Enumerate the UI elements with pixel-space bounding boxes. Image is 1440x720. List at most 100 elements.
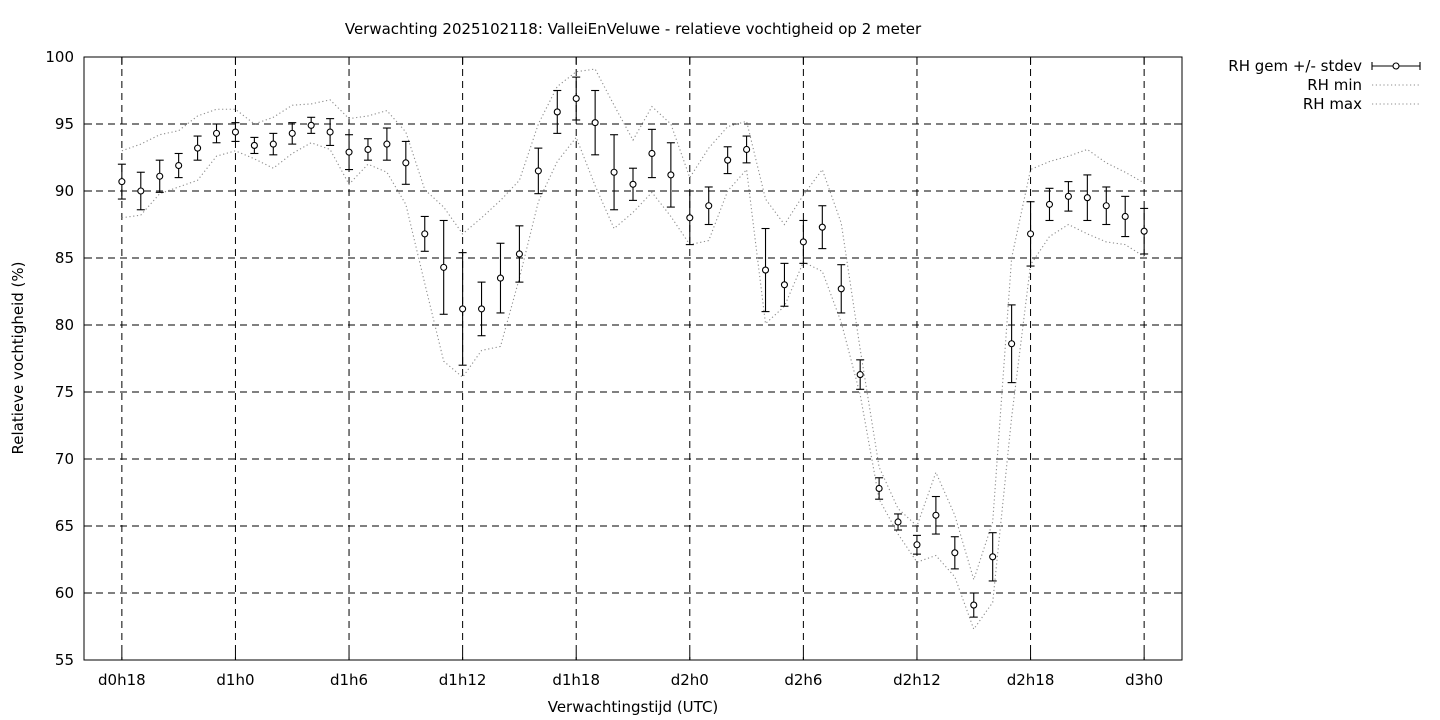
error-bar-point <box>288 122 297 145</box>
mean-point <box>137 187 145 195</box>
y-tick-label: 65 <box>55 517 74 535</box>
error-bar-point <box>723 146 732 175</box>
error-bar-point <box>382 127 391 161</box>
mean-point <box>231 128 239 136</box>
mean-point <box>1102 202 1110 210</box>
error-bar-point <box>875 477 884 500</box>
mean-point <box>1008 340 1016 348</box>
mean-point <box>875 484 883 493</box>
mean-point <box>288 129 296 137</box>
error-bar-point <box>610 134 619 211</box>
y-tick-label: 85 <box>55 249 74 267</box>
error-bar-point <box>496 242 505 314</box>
x-tick-label: d1h6 <box>330 671 368 689</box>
x-tick-label: d2h6 <box>784 671 822 689</box>
plot-frame <box>83 56 1183 661</box>
error-bar-point <box>307 116 316 134</box>
y-axis-label: Relatieve vochtigheid (%) <box>9 261 27 454</box>
mean-point <box>156 172 164 180</box>
x-tick-label: d1h12 <box>439 671 487 689</box>
mean-point <box>1083 194 1091 202</box>
error-bar-point <box>818 205 827 250</box>
y-tick-label: 100 <box>45 48 74 66</box>
error-bar-point <box>458 252 467 366</box>
error-bar-point <box>988 532 997 582</box>
mean-point <box>440 263 448 271</box>
error-bar-point <box>1102 186 1111 226</box>
error-bar-point <box>1007 304 1016 384</box>
y-tick-label: 95 <box>55 115 74 133</box>
error-bar-point <box>269 132 278 156</box>
legend-label: RH min <box>1307 76 1362 94</box>
x-axis-label: Verwachtingstijd (UTC) <box>548 698 719 716</box>
mean-point <box>326 128 334 136</box>
error-bar-point <box>477 281 486 337</box>
error-bar-point <box>231 122 240 142</box>
y-tick-label: 80 <box>55 316 74 334</box>
error-bar-point <box>685 190 694 246</box>
mean-point <box>1045 200 1054 208</box>
series-line-rh-max <box>121 68 1145 582</box>
error-bar-point <box>931 495 940 535</box>
mean-point <box>818 223 826 231</box>
error-bar-point <box>1064 181 1073 212</box>
series-layer <box>117 68 1149 631</box>
error-bar-point <box>837 264 846 314</box>
error-bar-point <box>345 134 354 171</box>
y-tick-label: 90 <box>55 182 74 200</box>
error-bar-point <box>1140 207 1149 255</box>
mean-point <box>761 266 770 274</box>
error-bar-point <box>326 118 335 146</box>
error-bar-point <box>136 171 145 211</box>
error-bar-point <box>629 167 637 201</box>
mean-point <box>705 202 713 210</box>
error-bar-point <box>742 135 751 164</box>
error-bar-point <box>1121 195 1130 238</box>
mean-point <box>970 601 978 609</box>
error-bar-point <box>1083 174 1092 222</box>
y-tick-label: 70 <box>55 450 74 468</box>
mean-point <box>989 553 997 561</box>
error-bar-point <box>912 534 921 555</box>
error-bar-point <box>212 123 221 144</box>
legend-label: RH max <box>1303 95 1362 113</box>
x-tick-label: d2h12 <box>893 671 941 689</box>
mean-point <box>421 230 429 238</box>
mean-point <box>1064 192 1072 200</box>
mean-point <box>1121 212 1129 221</box>
error-bar-point <box>515 225 524 283</box>
mean-point <box>837 285 845 293</box>
error-bar-point <box>155 159 164 193</box>
mean-point <box>553 108 561 116</box>
legend-label: RH gem +/- stdev <box>1228 57 1362 75</box>
error-bar-point <box>950 536 959 570</box>
x-tick-label: d2h18 <box>1007 671 1055 689</box>
mean-point <box>894 518 902 526</box>
mean-point <box>1027 230 1035 238</box>
mean-point <box>1140 227 1148 235</box>
mean-point <box>364 145 372 154</box>
mean-point <box>496 274 505 282</box>
error-bar-point <box>420 215 429 252</box>
mean-point <box>591 119 599 127</box>
mean-point <box>307 121 315 129</box>
chart-title: Verwachting 2025102118: ValleiEnVeluwe -… <box>345 20 922 38</box>
grid-lines <box>84 57 1182 660</box>
error-bar-point <box>761 227 770 313</box>
error-bar-point <box>401 140 410 185</box>
mean-point <box>175 161 183 170</box>
error-bar-point <box>894 513 903 531</box>
x-tick-label: d0h18 <box>98 671 146 689</box>
error-bar-point <box>193 135 202 161</box>
x-tick-label: d1h0 <box>216 671 254 689</box>
mean-point <box>743 145 751 154</box>
mean-point <box>780 281 788 289</box>
mean-point <box>799 238 807 246</box>
mean-point <box>667 171 675 179</box>
error-bar-point <box>799 219 808 264</box>
error-bar-point <box>1026 201 1035 267</box>
error-bar-point <box>174 152 183 179</box>
mean-point <box>250 141 258 149</box>
